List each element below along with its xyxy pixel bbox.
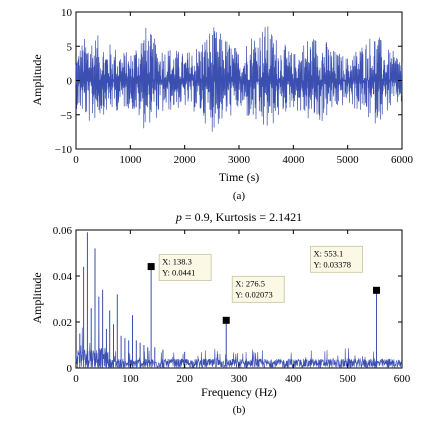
caption-b: (b) <box>233 404 246 416</box>
x-tick-label: 6000 <box>391 154 414 166</box>
datatip-box <box>158 254 212 281</box>
datatip-x-label: X: 276.5 <box>235 278 265 288</box>
y-axis-ticks-a: 10 5 0 −5 −10 <box>55 7 402 156</box>
datatip-marker <box>373 286 381 294</box>
y-tick-label: 10 <box>61 7 73 19</box>
y-tick-label: −5 <box>60 110 72 122</box>
x-axis-label-a: Time (s) <box>219 170 260 184</box>
time-signal-series <box>75 26 403 132</box>
y-tick-label: 0.06 <box>53 225 73 237</box>
x-tick-label: 500 <box>339 373 356 385</box>
datatip-box <box>310 245 363 273</box>
y-tick-label: 0 <box>67 76 73 88</box>
x-tick-label: 300 <box>231 373 248 385</box>
x-tick-label: 200 <box>176 373 193 385</box>
x-axis-label-b: Frequency (Hz) <box>201 385 277 399</box>
x-tick-label: 4000 <box>282 154 305 166</box>
x-tick-label: 600 <box>394 373 411 385</box>
datatip-marker <box>222 316 230 324</box>
datatip[interactable]: X: 138.3Y: 0.0441 <box>147 254 212 281</box>
datatips: X: 138.3Y: 0.0441 X: 276.5Y: 0.02073 X: 55… <box>147 245 381 324</box>
datatip-marker <box>147 263 155 271</box>
panel-a: 0 1000 2000 3000 4000 5000 6000 10 5 0 −5 −10 Time… <box>30 7 414 202</box>
y-tick-label: 5 <box>67 41 73 53</box>
x-tick-label: 3000 <box>228 154 251 166</box>
x-tick-label: 2000 <box>174 154 197 166</box>
datatip-box <box>231 275 285 303</box>
caption-a: (a) <box>233 190 246 202</box>
x-tick-label: 0 <box>73 373 79 385</box>
y-axis-ticks-b: 0.06 0.04 0.02 0 <box>53 225 402 375</box>
x-tick-label: 1000 <box>119 154 142 166</box>
datatip-x-label: X: 553.1 <box>314 248 344 258</box>
x-tick-label: 100 <box>122 373 139 385</box>
x-tick-label: 400 <box>285 373 302 385</box>
datatip-y-label: Y: 0.0441 <box>162 268 195 278</box>
datatip-y-label: Y: 0.03378 <box>314 259 351 269</box>
time-signal-line <box>75 26 403 132</box>
y-axis-label-a: Amplitude <box>30 54 44 105</box>
datatip-x-label: X: 138.3 <box>162 257 192 267</box>
chart-title-b: p = 0.9, Kurtosis = 2.1421 <box>175 210 302 224</box>
panel-b: p = 0.9, Kurtosis = 2.1421 0 100 200 300 400… <box>30 210 411 416</box>
y-axis-label-b: Amplitude <box>30 272 44 323</box>
datatip-y-label: Y: 0.02073 <box>235 289 272 299</box>
datatip[interactable]: X: 276.5Y: 0.02073 <box>222 275 285 324</box>
datatip[interactable]: X: 553.1Y: 0.03378 <box>310 245 381 294</box>
y-tick-label: −10 <box>55 144 73 156</box>
x-tick-label: 5000 <box>337 154 360 166</box>
y-tick-label: 0.02 <box>53 317 72 329</box>
y-tick-label: 0.04 <box>53 271 73 283</box>
x-axis-ticks-a: 0 1000 2000 3000 4000 5000 6000 <box>73 12 414 166</box>
x-axis-ticks-b: 0 100 200 300 400 500 600 <box>73 230 411 385</box>
x-tick-label: 0 <box>73 154 79 166</box>
y-tick-label: 0 <box>67 363 73 375</box>
